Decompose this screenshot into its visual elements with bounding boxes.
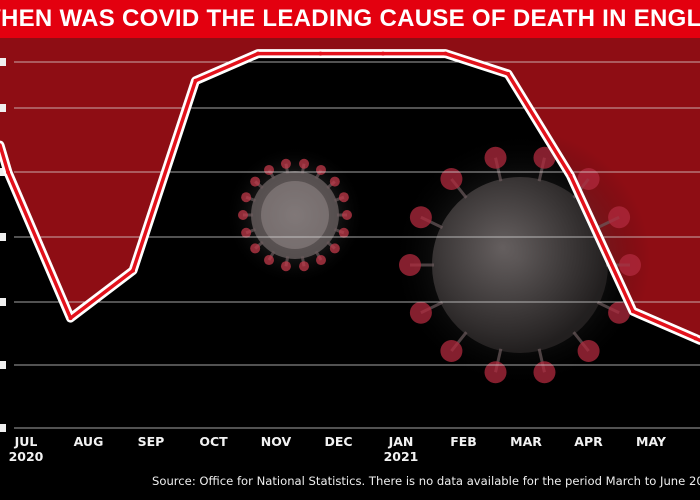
grid-lines (14, 61, 700, 429)
virus-illustration (225, 130, 650, 390)
x-tick-sep: SEP (138, 434, 165, 449)
x-tick-nov: NOV (261, 434, 292, 449)
data-point-jan (381, 51, 385, 56)
data-point-aug (68, 316, 73, 321)
x-tick-jan: JAN (388, 434, 414, 449)
data-point-sep (131, 268, 135, 273)
area-fill (0, 38, 700, 341)
data-point-may (631, 309, 635, 314)
x-tick-dec: DEC (324, 434, 352, 449)
data-point-dec (318, 51, 323, 56)
data-point-jun (693, 336, 698, 341)
data-point-apr (568, 173, 573, 178)
y-tick-stub (0, 361, 6, 369)
source-note: Source: Office for National Statistics. … (152, 474, 700, 488)
y-tick-stub (0, 168, 6, 176)
x-tick-may: MAY (636, 434, 667, 449)
y-tick-stub (0, 424, 6, 432)
x-tick-year-2021: 2021 (384, 449, 419, 464)
x-tick-year-2020: 2020 (9, 449, 44, 464)
y-tick-stub (0, 298, 6, 306)
x-tick-mar: MAR (510, 434, 542, 449)
x-tick-jul: JUL (14, 434, 38, 449)
data-point-jul (6, 170, 10, 175)
data-point-oct (193, 78, 198, 83)
x-tick-feb: FEB (450, 434, 477, 449)
title-bar: WHEN WAS COVID THE LEADING CAUSE OF DEAT… (0, 0, 700, 38)
y-axis-ticks (0, 58, 6, 432)
chart-title: WHEN WAS COVID THE LEADING CAUSE OF DEAT… (0, 5, 700, 32)
data-point-feb (443, 51, 448, 56)
y-tick-stub (0, 233, 6, 241)
x-tick-apr: APR (574, 434, 603, 449)
x-tick-aug: AUG (74, 434, 104, 449)
y-tick-stub (0, 104, 6, 112)
data-point-nov (256, 51, 260, 56)
y-tick-stub (0, 58, 6, 66)
x-tick-oct: OCT (199, 434, 228, 449)
data-line (0, 51, 700, 343)
data-point-mar (506, 71, 510, 76)
